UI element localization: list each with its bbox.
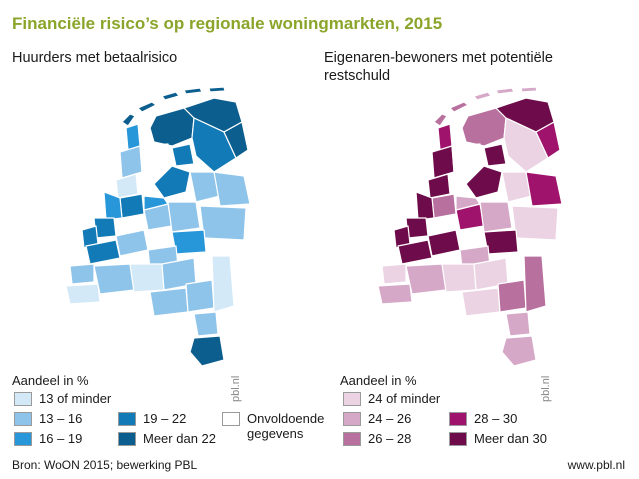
region-eindhoven (149, 287, 189, 317)
region-nh-noord (119, 145, 143, 179)
right-map (377, 86, 563, 367)
region-noordoostpolder (483, 143, 507, 167)
region-noord-limburg (523, 255, 547, 313)
legend-label: Onvoldoende gegevens (247, 411, 325, 441)
region-amsterdam (119, 193, 145, 219)
left-legend-title: Aandeel in % (12, 373, 89, 388)
island-4 (495, 87, 515, 95)
left-legend: 13 of minder 13 – 16 16 – 19 19 – 22 Mee… (14, 391, 334, 453)
legend-swatch (343, 392, 361, 406)
legend-swatch (14, 412, 32, 426)
island-2 (449, 101, 469, 113)
region-veluwe (479, 201, 513, 233)
legend-swatch (14, 432, 32, 446)
region-zeeland-south (65, 283, 101, 305)
region-zuid-limburg (189, 335, 225, 367)
region-flevoland (153, 165, 191, 199)
region-veluwe (167, 201, 201, 233)
region-achterhoek (511, 205, 559, 241)
region-helmond (185, 279, 215, 313)
legend-swatch (14, 392, 32, 406)
region-friesland (461, 107, 507, 147)
legend-label: 28 – 30 (474, 411, 518, 426)
region-zaanstreek (427, 173, 451, 199)
region-zeeland-north (69, 263, 95, 285)
legend-label: 26 – 28 (368, 431, 412, 446)
island-1 (433, 113, 448, 127)
region-arnhem (171, 229, 207, 255)
legend-label: 13 – 16 (39, 411, 83, 426)
legend-swatch (449, 412, 467, 426)
legend-swatch (118, 412, 136, 426)
legend-label: 19 – 22 (143, 411, 187, 426)
region-gouda (115, 229, 149, 257)
region-friesland (149, 107, 195, 147)
region-noord-limburg (211, 255, 235, 313)
region-haarlem (103, 191, 123, 221)
legend-swatch (222, 412, 240, 426)
region-tilburg (129, 263, 165, 293)
region-amsterdam (431, 193, 457, 219)
island-4 (183, 87, 203, 95)
region-flevoland (465, 165, 503, 199)
chart-title: Financiële risico’s op regionale woningm… (12, 14, 443, 33)
region-gouda (427, 229, 461, 257)
region-zaanstreek (115, 173, 139, 199)
island-2 (137, 101, 157, 113)
legend-label: 24 of minder (368, 391, 441, 406)
legend-swatch (449, 432, 467, 446)
island-5 (208, 86, 226, 93)
region-west-brabant (405, 263, 447, 295)
legend-label: 24 – 26 (368, 411, 412, 426)
region-groningen-east (223, 121, 249, 159)
region-noordoostpolder (171, 143, 195, 167)
region-west-brabant (93, 263, 135, 295)
island-3 (161, 91, 180, 101)
region-nh-noord (431, 145, 455, 179)
region-zeeland-north (381, 263, 407, 285)
region-twente (213, 171, 251, 207)
island-1 (121, 113, 136, 127)
region-haarlem (415, 191, 435, 221)
legend-swatch (118, 432, 136, 446)
region-achterhoek (199, 205, 247, 241)
region-rotterdam (397, 239, 433, 265)
left-map (65, 86, 251, 367)
region-eindhoven (461, 287, 501, 317)
region-rotterdam (85, 239, 121, 265)
island-5 (520, 86, 538, 93)
region-zeeland-south (377, 283, 413, 305)
right-legend-title: Aandeel in % (340, 373, 417, 388)
legend-swatch (343, 412, 361, 426)
region-zuid-limburg (501, 335, 537, 367)
region-helmond (497, 279, 527, 313)
legend-label: Meer dan 22 (143, 431, 216, 446)
right-legend: 24 of minder 24 – 26 26 – 28 28 – 30 Mee… (343, 391, 603, 453)
legend-swatch (343, 432, 361, 446)
legend-label: 13 of minder (39, 391, 112, 406)
region-midden-limburg (193, 311, 219, 337)
region-arnhem (483, 229, 519, 255)
region-tilburg (441, 263, 477, 293)
source-note: Bron: WoON 2015; bewerking PBL (12, 458, 198, 472)
legend-label: Meer dan 30 (474, 431, 547, 446)
island-3 (473, 91, 492, 101)
source-url[interactable]: www.pbl.nl (567, 458, 625, 472)
legend-label: 16 – 19 (39, 431, 83, 446)
right-map-subtitle: Eigenaren-bewoners met potentiële restsc… (324, 50, 553, 84)
region-twente (525, 171, 563, 207)
region-midden-limburg (505, 311, 531, 337)
left-map-subtitle: Huurders met betaalrisico (12, 50, 178, 66)
region-groningen-east (535, 121, 561, 159)
